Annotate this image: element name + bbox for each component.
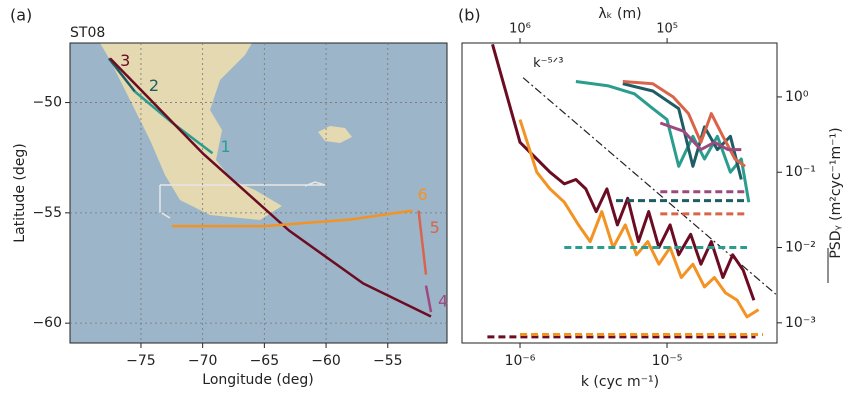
chart-title: ST08 — [70, 25, 105, 41]
x2-tick-label: 10⁶ — [509, 22, 531, 37]
x2-axis-label: λₖ (m) — [598, 6, 641, 22]
x-tick-label: 10⁻⁶ — [505, 353, 536, 369]
series-label: 3 — [120, 51, 130, 70]
y-tick-label: −55 — [32, 205, 62, 221]
plot-area — [487, 44, 775, 337]
series-label: 4 — [438, 292, 448, 311]
x-tick-label: −65 — [250, 353, 280, 369]
x-tick-label: −70 — [188, 353, 218, 369]
series-label: 2 — [149, 76, 159, 95]
figure: (a) ST08 Longitude (deg) Latitude (deg) … — [0, 0, 853, 395]
panel-label: (a) — [10, 6, 32, 25]
y-tick-label: 10⁻² — [785, 240, 816, 256]
y-tick-label: 10⁻¹ — [785, 164, 816, 180]
x-tick-label: −75 — [126, 353, 156, 369]
y-tick-label: −50 — [32, 95, 62, 111]
y-axis-label: Latitude (deg) — [12, 143, 28, 242]
y-tick-label: 10⁰ — [785, 89, 809, 105]
series-label: 1 — [221, 137, 231, 156]
y-tick-label: 10⁻³ — [785, 315, 816, 331]
series-label: 6 — [417, 185, 427, 204]
x-axis-label: Longitude (deg) — [202, 372, 313, 388]
x-tick-label: 10⁻⁵ — [652, 353, 683, 369]
x-tick-label: −55 — [373, 353, 403, 369]
panel-label: (b) — [458, 6, 481, 25]
x-tick-label: −60 — [311, 353, 341, 369]
x-axis-label: k (cyc m⁻¹) — [581, 374, 659, 390]
series-line — [576, 82, 749, 203]
series-label: 5 — [430, 218, 440, 237]
series-label: k⁻⁵ᐟ³ — [533, 56, 563, 71]
y-axis-label: PSDᵧ (m²cyc⁻¹m⁻¹) — [828, 127, 844, 258]
x2-tick-label: 10⁵ — [656, 22, 678, 37]
y-tick-label: −60 — [32, 315, 62, 331]
